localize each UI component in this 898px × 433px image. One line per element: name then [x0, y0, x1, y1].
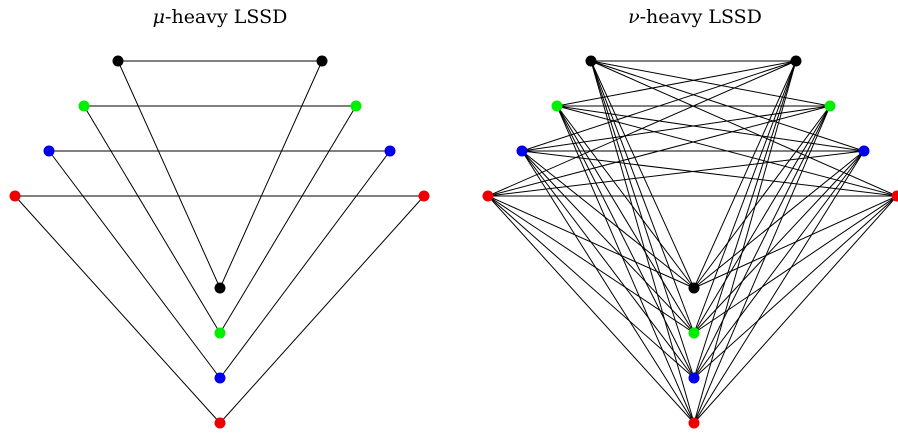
mu-node-bottom-3	[214, 417, 226, 429]
nu-edge-tb-1-1	[693, 60, 797, 334]
nu-node-bottom-1	[688, 327, 700, 339]
nu-title-symbol: ν	[628, 6, 640, 28]
mu-node-bottom-1	[214, 327, 226, 339]
nu-edge-tb-4-3	[521, 150, 695, 424]
mu-node-top-left-0	[112, 55, 124, 67]
mu-node-bottom-2	[214, 372, 226, 384]
nu-edge-tb-7-2	[693, 195, 898, 379]
nu-diagram-title: ν-heavy LSSD	[628, 6, 762, 28]
mu-edge-right-0	[219, 60, 323, 289]
nu-node-bottom-2	[688, 372, 700, 384]
nu-node-top-left-0	[585, 55, 597, 67]
nu-edge-tb-3-3	[693, 105, 831, 424]
nu-edge-tb-5-0	[693, 150, 865, 289]
nu-edge-cross-3-0	[487, 60, 797, 197]
mu-title-symbol: μ	[153, 6, 165, 28]
nu-node-top-left-3	[482, 190, 494, 202]
mu-title-rest: -heavy LSSD	[165, 6, 287, 28]
mu-edge-left-2	[48, 150, 221, 379]
nu-node-top-right-0	[790, 55, 802, 67]
nu-edge-cross-0-1	[590, 60, 831, 107]
mu-node-top-right-1	[350, 100, 362, 112]
nu-edge-tb-3-2	[693, 105, 831, 379]
mu-node-top-left-1	[78, 100, 90, 112]
nu-title-rest: -heavy LSSD	[640, 6, 762, 28]
mu-edge-right-3	[219, 195, 425, 424]
mu-node-bottom-0	[214, 282, 226, 294]
mu-edges	[14, 60, 425, 424]
nu-edge-tb-0-1	[590, 60, 695, 334]
nu-heavy-graph	[482, 55, 898, 429]
nu-edge-tb-3-1	[693, 105, 831, 334]
nu-node-bottom-0	[688, 282, 700, 294]
mu-node-top-right-0	[316, 55, 328, 67]
nu-edge-tb-6-2	[487, 195, 695, 379]
nu-node-top-left-2	[516, 145, 528, 157]
nu-edge-tb-2-1	[556, 105, 695, 334]
mu-node-top-left-2	[43, 145, 55, 157]
mu-node-top-left-3	[9, 190, 21, 202]
mu-nodes	[9, 55, 430, 429]
nu-edge-cross-1-0	[556, 60, 797, 107]
nu-edge-cross-2-3	[521, 150, 898, 197]
nu-edge-tb-0-0	[590, 60, 695, 289]
nu-edge-tb-2-2	[556, 105, 695, 379]
nu-edge-tb-5-1	[693, 150, 865, 334]
nu-edge-tb-5-2	[693, 150, 865, 379]
nu-edge-tb-1-0	[693, 60, 797, 289]
mu-edge-right-1	[219, 105, 357, 334]
nu-edge-tb-2-0	[556, 105, 695, 289]
nu-nodes	[482, 55, 898, 429]
nu-edge-tb-5-3	[693, 150, 865, 424]
nu-edge-tb-6-3	[487, 195, 695, 424]
mu-edge-left-3	[14, 195, 221, 424]
mu-node-top-right-2	[384, 145, 396, 157]
mu-node-top-right-3	[418, 190, 430, 202]
mu-heavy-graph	[9, 55, 430, 429]
nu-edge-tb-4-1	[521, 150, 695, 334]
mu-diagram-title: μ-heavy LSSD	[153, 6, 288, 28]
nu-node-bottom-3	[688, 417, 700, 429]
nu-node-top-right-2	[858, 145, 870, 157]
mu-edge-left-0	[117, 60, 221, 289]
nu-edge-tb-2-3	[556, 105, 695, 424]
nu-edge-tb-0-3	[590, 60, 695, 424]
nu-edge-tb-4-2	[521, 150, 695, 379]
mu-edge-right-2	[219, 150, 391, 379]
nu-node-top-right-3	[891, 190, 898, 202]
nu-edges	[487, 60, 898, 424]
nu-edge-tb-7-0	[693, 195, 898, 289]
nu-edge-cross-2-0	[521, 60, 797, 152]
nu-edge-tb-6-1	[487, 195, 695, 334]
nu-edge-tb-6-0	[487, 195, 695, 289]
nu-node-top-left-1	[551, 100, 563, 112]
nu-node-top-right-1	[824, 100, 836, 112]
nu-edge-tb-1-3	[693, 60, 797, 424]
mu-edge-left-1	[83, 105, 221, 334]
nu-edge-tb-4-0	[521, 150, 695, 289]
nu-edge-tb-3-0	[693, 105, 831, 289]
nu-edge-cross-1-2	[556, 105, 865, 152]
nu-edge-tb-7-3	[693, 195, 898, 424]
nu-edge-tb-7-1	[693, 195, 898, 334]
